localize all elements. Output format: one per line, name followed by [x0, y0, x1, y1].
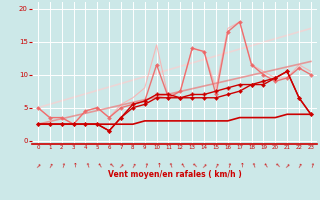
Text: ↓: ↓: [308, 160, 314, 166]
Text: ↓: ↓: [212, 160, 220, 167]
Text: ↓: ↓: [284, 160, 291, 167]
X-axis label: Vent moyen/en rafales ( km/h ): Vent moyen/en rafales ( km/h ): [108, 170, 241, 179]
Text: ↓: ↓: [71, 160, 76, 165]
Text: ↓: ↓: [272, 160, 279, 167]
Text: ↓: ↓: [188, 160, 196, 167]
Text: ↓: ↓: [117, 160, 124, 167]
Text: ↓: ↓: [94, 160, 101, 167]
Text: ↓: ↓: [154, 160, 159, 165]
Text: ↓: ↓: [129, 160, 136, 167]
Text: ↓: ↓: [248, 160, 255, 166]
Text: ↓: ↓: [34, 160, 42, 167]
Text: ↓: ↓: [165, 160, 172, 166]
Text: ↓: ↓: [82, 160, 89, 166]
Text: ↓: ↓: [46, 160, 53, 167]
Text: ↓: ↓: [59, 160, 65, 166]
Text: ↓: ↓: [106, 160, 113, 167]
Text: ↓: ↓: [200, 160, 208, 167]
Text: ↓: ↓: [237, 160, 242, 165]
Text: ↓: ↓: [141, 160, 148, 166]
Text: ↓: ↓: [260, 160, 267, 167]
Text: ↓: ↓: [177, 160, 184, 167]
Text: ↓: ↓: [225, 160, 231, 166]
Text: ↓: ↓: [295, 160, 302, 167]
